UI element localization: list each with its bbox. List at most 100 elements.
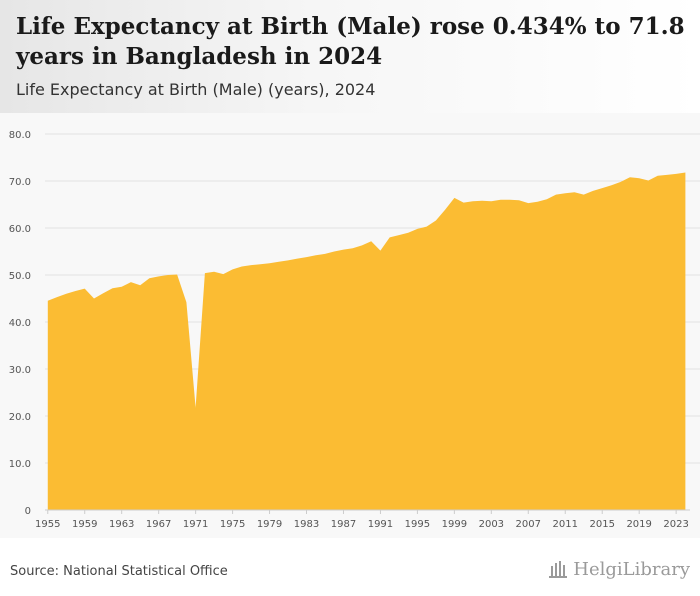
source-note: Source: National Statistical Office — [10, 564, 228, 579]
data-point-1983 — [305, 256, 307, 258]
data-point-1958 — [74, 290, 76, 292]
x-tick-label: 2007 — [516, 519, 541, 530]
x-tick-label: 1967 — [146, 519, 171, 530]
data-point-1963 — [121, 286, 123, 288]
data-point-2005 — [509, 199, 511, 201]
data-point-2011 — [564, 192, 566, 194]
data-point-1989 — [361, 244, 363, 246]
data-point-2003 — [490, 200, 492, 202]
chart-area: 0 10.0 20.0 30.0 40.0 50.0 60.0 70.0 80.0 1955 195… — [0, 113, 700, 538]
data-point-1962 — [111, 287, 113, 289]
data-point-1998 — [444, 209, 446, 211]
data-point-1959 — [84, 287, 86, 289]
data-point-2016 — [610, 184, 612, 186]
data-point-1997 — [435, 219, 437, 221]
data-point-2017 — [620, 181, 622, 183]
data-point-2024 — [684, 171, 686, 173]
data-point-1980 — [278, 261, 280, 263]
y-tick-label: 50.0 — [9, 271, 31, 282]
data-point-1993 — [398, 234, 400, 236]
data-point-2009 — [546, 198, 548, 200]
data-point-1988 — [352, 247, 354, 249]
data-point-1961 — [102, 292, 104, 294]
data-point-2002 — [481, 200, 483, 202]
x-tick-label: 2003 — [479, 519, 504, 530]
data-point-1975 — [231, 268, 233, 270]
x-tick-label: 1991 — [368, 519, 393, 530]
area-chart: 0 10.0 20.0 30.0 40.0 50.0 60.0 70.0 80.0 1955 195… — [9, 130, 700, 530]
data-point-1973 — [213, 271, 215, 273]
data-point-1981 — [287, 259, 289, 261]
area-series — [47, 172, 686, 510]
header-band: Life Expectancy at Birth (Male) rose 0.4… — [0, 0, 700, 113]
data-point-2023 — [675, 173, 677, 175]
y-tick-label: 60.0 — [9, 224, 31, 235]
helgi-library-logo[interactable]: HelgiLibrary — [547, 558, 690, 580]
x-tick-label: 2015 — [589, 519, 614, 530]
logo-text: HelgiLibrary — [573, 558, 690, 580]
chart-subtitle: Life Expectancy at Birth (Male) (years),… — [16, 80, 376, 99]
x-tick-label: 2023 — [663, 519, 688, 530]
library-building-icon — [549, 561, 568, 578]
data-point-1972 — [204, 272, 206, 274]
data-point-2010 — [555, 193, 557, 195]
x-tick-label: 1955 — [35, 519, 60, 530]
x-tick-label: 2011 — [553, 519, 578, 530]
data-point-2015 — [601, 187, 603, 189]
footer: Source: National Statistical Office Helg… — [0, 538, 700, 596]
data-point-2018 — [629, 176, 631, 178]
data-point-1965 — [139, 284, 141, 286]
data-point-1987 — [342, 248, 344, 250]
data-point-1979 — [268, 262, 270, 264]
data-point-1990 — [370, 240, 372, 242]
data-point-1969 — [176, 273, 178, 275]
data-point-1977 — [250, 264, 252, 266]
y-tick-label: 0 — [25, 506, 31, 517]
x-tick-label: 1983 — [294, 519, 319, 530]
data-point-2022 — [666, 174, 668, 176]
x-tick-label: 1963 — [109, 519, 134, 530]
x-tick-label: 1971 — [183, 519, 208, 530]
data-point-1967 — [158, 275, 160, 277]
data-point-1995 — [416, 228, 418, 230]
data-point-2008 — [536, 201, 538, 203]
x-tick-label: 1979 — [257, 519, 282, 530]
y-tick-label: 80.0 — [9, 130, 31, 141]
data-point-2001 — [472, 200, 474, 202]
data-point-2019 — [638, 177, 640, 179]
data-point-2014 — [592, 190, 594, 192]
chart-title: Life Expectancy at Birth (Male) rose 0.4… — [16, 13, 685, 70]
x-tick-label: 2019 — [626, 519, 651, 530]
data-point-1957 — [65, 293, 67, 295]
data-point-2013 — [583, 193, 585, 195]
x-tick-label: 1995 — [405, 519, 430, 530]
y-tick-label: 30.0 — [9, 365, 31, 376]
data-point-1994 — [407, 232, 409, 234]
data-point-2004 — [499, 199, 501, 201]
y-tick-label: 40.0 — [9, 318, 31, 329]
data-point-1960 — [93, 297, 95, 299]
y-tick-label: 20.0 — [9, 412, 31, 423]
data-point-2020 — [647, 179, 649, 181]
x-tick-label: 1959 — [72, 519, 97, 530]
data-point-1982 — [296, 257, 298, 259]
data-point-1991 — [379, 249, 381, 251]
data-point-1985 — [324, 253, 326, 255]
data-point-1955 — [47, 300, 49, 302]
data-point-1986 — [333, 250, 335, 252]
data-point-1971 — [194, 406, 196, 408]
data-point-1976 — [241, 265, 243, 267]
data-point-1968 — [167, 274, 169, 276]
data-point-1992 — [389, 236, 391, 238]
data-point-1999 — [453, 197, 455, 199]
data-point-1974 — [222, 273, 224, 275]
data-point-1964 — [130, 281, 132, 283]
x-tick-label: 1975 — [220, 519, 245, 530]
data-point-1996 — [425, 225, 427, 227]
data-point-1978 — [259, 263, 261, 265]
data-point-1970 — [185, 301, 187, 303]
data-point-1966 — [148, 277, 150, 279]
data-point-1956 — [56, 296, 58, 298]
data-point-2012 — [573, 191, 575, 193]
y-tick-label: 10.0 — [9, 459, 31, 470]
